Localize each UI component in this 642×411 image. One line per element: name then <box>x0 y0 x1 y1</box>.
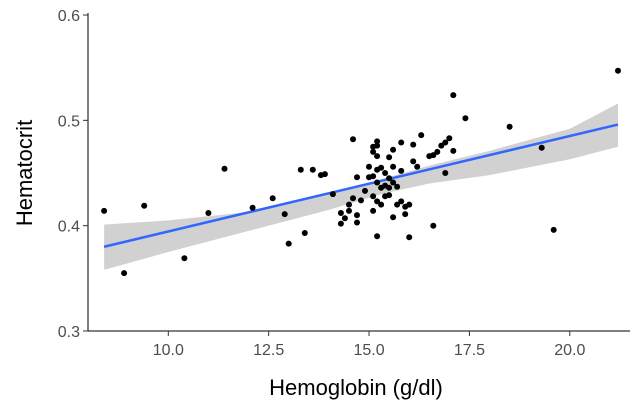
data-point <box>301 230 308 236</box>
data-point <box>462 115 469 122</box>
data-point <box>442 170 449 176</box>
data-point <box>538 144 545 151</box>
y-tick-label: 0.3 <box>58 324 80 341</box>
data-point <box>615 67 621 74</box>
data-point <box>386 192 393 199</box>
x-tick-label: 15.0 <box>353 342 384 359</box>
data-point <box>410 158 417 165</box>
data-point <box>101 207 108 214</box>
data-point <box>394 201 401 208</box>
data-point <box>390 163 397 170</box>
data-point <box>374 179 381 186</box>
data-point <box>350 136 356 143</box>
data-point <box>370 193 377 200</box>
data-point <box>378 201 385 208</box>
data-point <box>398 167 405 174</box>
data-point <box>346 201 352 208</box>
fit-line-layer <box>103 123 619 248</box>
data-point <box>354 219 360 226</box>
data-point <box>446 135 453 142</box>
data-point <box>390 146 397 153</box>
data-point <box>386 154 393 161</box>
data-point <box>406 234 413 241</box>
data-point <box>430 222 437 229</box>
x-axis-title: Hemoglobin (g/dl) <box>269 375 443 400</box>
data-point <box>386 175 393 182</box>
data-point <box>337 210 344 216</box>
data-point <box>141 202 148 209</box>
data-point <box>506 123 513 130</box>
data-point <box>269 195 276 202</box>
data-point <box>390 214 397 221</box>
data-point <box>366 163 372 170</box>
data-point <box>370 207 377 214</box>
data-point <box>341 215 348 222</box>
data-point <box>321 171 328 178</box>
data-point <box>358 197 364 204</box>
data-point <box>550 226 557 233</box>
data-point <box>374 233 381 240</box>
data-point <box>398 198 405 205</box>
data-point <box>450 147 457 154</box>
data-point <box>430 152 437 159</box>
data-point <box>181 255 188 262</box>
data-point <box>346 207 352 214</box>
data-point <box>370 148 377 155</box>
data-point <box>221 165 228 172</box>
data-point <box>281 211 288 218</box>
data-point <box>418 132 425 139</box>
y-tick-label: 0.4 <box>58 219 80 236</box>
data-point <box>390 179 397 186</box>
x-tick-label: 20.0 <box>554 342 585 359</box>
data-point <box>370 173 377 180</box>
x-tick-label: 17.5 <box>454 342 485 359</box>
data-point <box>434 148 441 155</box>
data-point <box>394 183 401 190</box>
data-point <box>362 187 368 194</box>
data-point <box>329 191 336 198</box>
data-point <box>297 166 304 173</box>
axes-layer: 10.0 12.5 15.0 17.5 20.0 0.3 0.4 0.5 0.6 <box>58 8 630 359</box>
data-point <box>374 153 381 160</box>
data-point <box>406 201 413 208</box>
data-point <box>386 184 393 191</box>
x-tick-label: 12.5 <box>253 342 284 359</box>
data-point <box>442 139 449 146</box>
data-point <box>249 204 256 211</box>
data-point <box>121 270 128 277</box>
data-point <box>309 166 316 173</box>
data-point <box>354 174 360 181</box>
data-point <box>354 212 360 219</box>
data-point <box>374 198 381 205</box>
data-point <box>205 210 212 216</box>
regression-line <box>103 123 619 248</box>
data-point <box>378 164 385 171</box>
data-point <box>398 139 405 146</box>
data-point <box>410 141 417 148</box>
data-point <box>374 142 381 149</box>
data-point <box>382 170 389 176</box>
y-tick-label: 0.5 <box>58 113 80 130</box>
data-points-layer <box>101 67 621 277</box>
data-point <box>414 163 421 170</box>
y-axis-title: Hematocrit <box>12 120 37 226</box>
y-tick-label: 0.6 <box>58 8 80 25</box>
data-point <box>350 195 356 202</box>
data-point <box>337 220 344 227</box>
data-point <box>285 240 292 247</box>
data-point <box>374 138 381 145</box>
data-point <box>450 92 457 99</box>
data-point <box>402 211 409 218</box>
x-tick-label: 10.0 <box>153 342 184 359</box>
